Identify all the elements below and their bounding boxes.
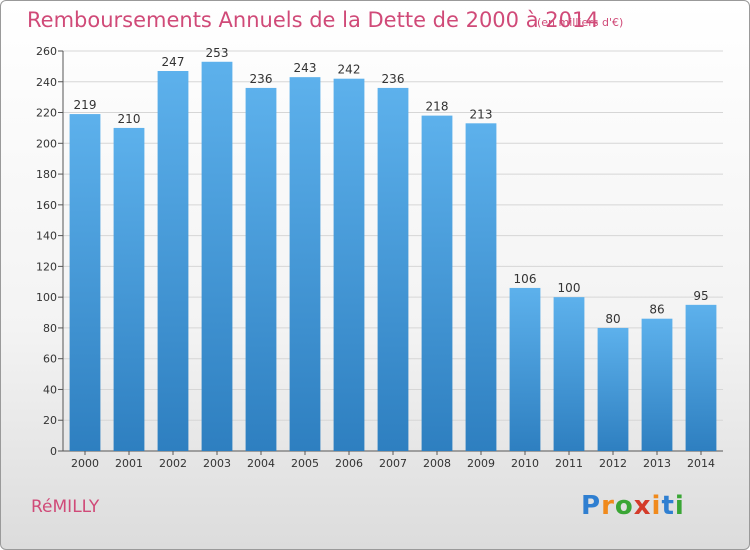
bar bbox=[597, 327, 629, 451]
bar bbox=[245, 87, 277, 451]
bar bbox=[113, 127, 145, 451]
chart-subtitle: (en milliers d'€) bbox=[537, 16, 624, 29]
data-label: 236 bbox=[382, 72, 405, 86]
data-label: 106 bbox=[514, 272, 537, 286]
logo-letter: P bbox=[581, 491, 602, 521]
bar bbox=[157, 71, 189, 451]
y-tick-label: 200 bbox=[36, 137, 57, 150]
x-tick-label: 2003 bbox=[203, 457, 231, 470]
x-tick-label: 2014 bbox=[687, 457, 715, 470]
x-tick-label: 2005 bbox=[291, 457, 319, 470]
x-tick-label: 2010 bbox=[511, 457, 539, 470]
logo-letter: r bbox=[601, 491, 615, 521]
bar bbox=[509, 287, 541, 451]
x-tick-label: 2000 bbox=[71, 457, 99, 470]
x-tick-label: 2013 bbox=[643, 457, 671, 470]
data-label: 100 bbox=[558, 281, 581, 295]
logo-letter: i bbox=[674, 491, 685, 521]
bars bbox=[69, 61, 717, 452]
data-label: 95 bbox=[693, 289, 708, 303]
bar bbox=[377, 87, 409, 451]
data-label: 243 bbox=[294, 61, 317, 75]
chart-title: Remboursements Annuels de la Dette de 20… bbox=[27, 8, 599, 32]
y-tick-label: 160 bbox=[36, 199, 57, 212]
bar bbox=[333, 78, 365, 451]
logo-letter: t bbox=[661, 491, 675, 521]
x-tick-label: 2001 bbox=[115, 457, 143, 470]
data-label: 80 bbox=[605, 312, 620, 326]
y-tick-label: 260 bbox=[36, 45, 57, 58]
x-tick-label: 2012 bbox=[599, 457, 627, 470]
x-tick-label: 2009 bbox=[467, 457, 495, 470]
bar bbox=[685, 304, 717, 451]
y-tick-label: 80 bbox=[43, 322, 57, 335]
data-label: 213 bbox=[470, 107, 493, 121]
bar bbox=[641, 318, 673, 451]
x-tick-label: 2011 bbox=[555, 457, 583, 470]
y-tick-label: 100 bbox=[36, 291, 57, 304]
y-tick-label: 120 bbox=[36, 260, 57, 273]
bar bbox=[553, 297, 585, 451]
data-label: 253 bbox=[206, 46, 229, 60]
data-label: 86 bbox=[649, 303, 664, 317]
proxiti-logo[interactable]: Proxiti bbox=[581, 491, 685, 521]
bar bbox=[289, 77, 321, 452]
x-tick-label: 2007 bbox=[379, 457, 407, 470]
bar bbox=[421, 115, 453, 451]
bar bbox=[201, 61, 233, 452]
data-label: 242 bbox=[338, 63, 361, 77]
y-tick-label: 180 bbox=[36, 168, 57, 181]
data-label: 236 bbox=[250, 72, 273, 86]
y-tick-label: 140 bbox=[36, 230, 57, 243]
logo-letter: i bbox=[651, 491, 662, 521]
bar bbox=[465, 123, 497, 452]
commune-name: RéMILLY bbox=[31, 497, 100, 517]
labels: 219 2000 210 2001 247 2002 253 2003 236 2004 243 20… bbox=[71, 46, 715, 470]
y-tick-label: 0 bbox=[50, 445, 57, 458]
logo-letter: o bbox=[614, 491, 634, 521]
x-tick-label: 2002 bbox=[159, 457, 187, 470]
x-tick-label: 2008 bbox=[423, 457, 451, 470]
x-tick-label: 2006 bbox=[335, 457, 363, 470]
data-label: 218 bbox=[426, 100, 449, 114]
y-tick-label: 220 bbox=[36, 107, 57, 120]
data-label: 210 bbox=[118, 112, 141, 126]
data-label: 219 bbox=[74, 98, 97, 112]
logo-letter: x bbox=[633, 491, 652, 521]
y-tick-label: 240 bbox=[36, 76, 57, 89]
y-tick-label: 40 bbox=[43, 383, 57, 396]
y-tick-label: 20 bbox=[43, 414, 57, 427]
x-tick-label: 2004 bbox=[247, 457, 275, 470]
bar bbox=[69, 114, 101, 452]
y-tick-label: 60 bbox=[43, 353, 57, 366]
data-label: 247 bbox=[162, 55, 185, 69]
